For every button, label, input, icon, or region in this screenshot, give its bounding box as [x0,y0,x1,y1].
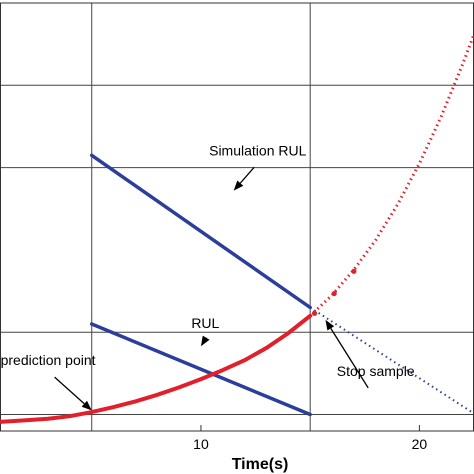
series-line-3 [0,313,313,424]
series-markers [311,268,357,316]
annotation-label-3: Stop sample [337,363,415,379]
marker-0-1 [331,290,337,297]
series-lines [0,33,474,424]
x-axis-title: Time(s) [232,456,289,473]
x-tick-label-0: 10 [193,436,209,452]
annotation-arrowhead-2 [81,400,92,411]
series-line-4 [309,33,474,317]
x-tick-label-1: 20 [412,436,428,452]
annotation-arrowhead-1 [200,335,210,347]
marker-0-0 [311,310,318,316]
annotation-arrowhead-0 [233,180,244,191]
series-line-0 [89,153,312,310]
annotation-arrow-2 [54,376,85,405]
series-line-1 [89,322,312,417]
annotation-label-0: Simulation RUL [209,142,306,158]
annotation-label-1: RUL [191,315,219,331]
series-line-2 [309,306,473,413]
x-axis: 10 20 [193,425,427,452]
annotation-arrowhead-3 [325,319,335,331]
annotation-label-2: prediction point [1,352,96,368]
annotation-arrow-3 [330,328,369,389]
marker-0-2 [351,268,357,274]
annotation-arrow-0 [239,166,255,184]
annotations: Simulation RUL RUL prediction point Stop sa… [1,142,415,411]
